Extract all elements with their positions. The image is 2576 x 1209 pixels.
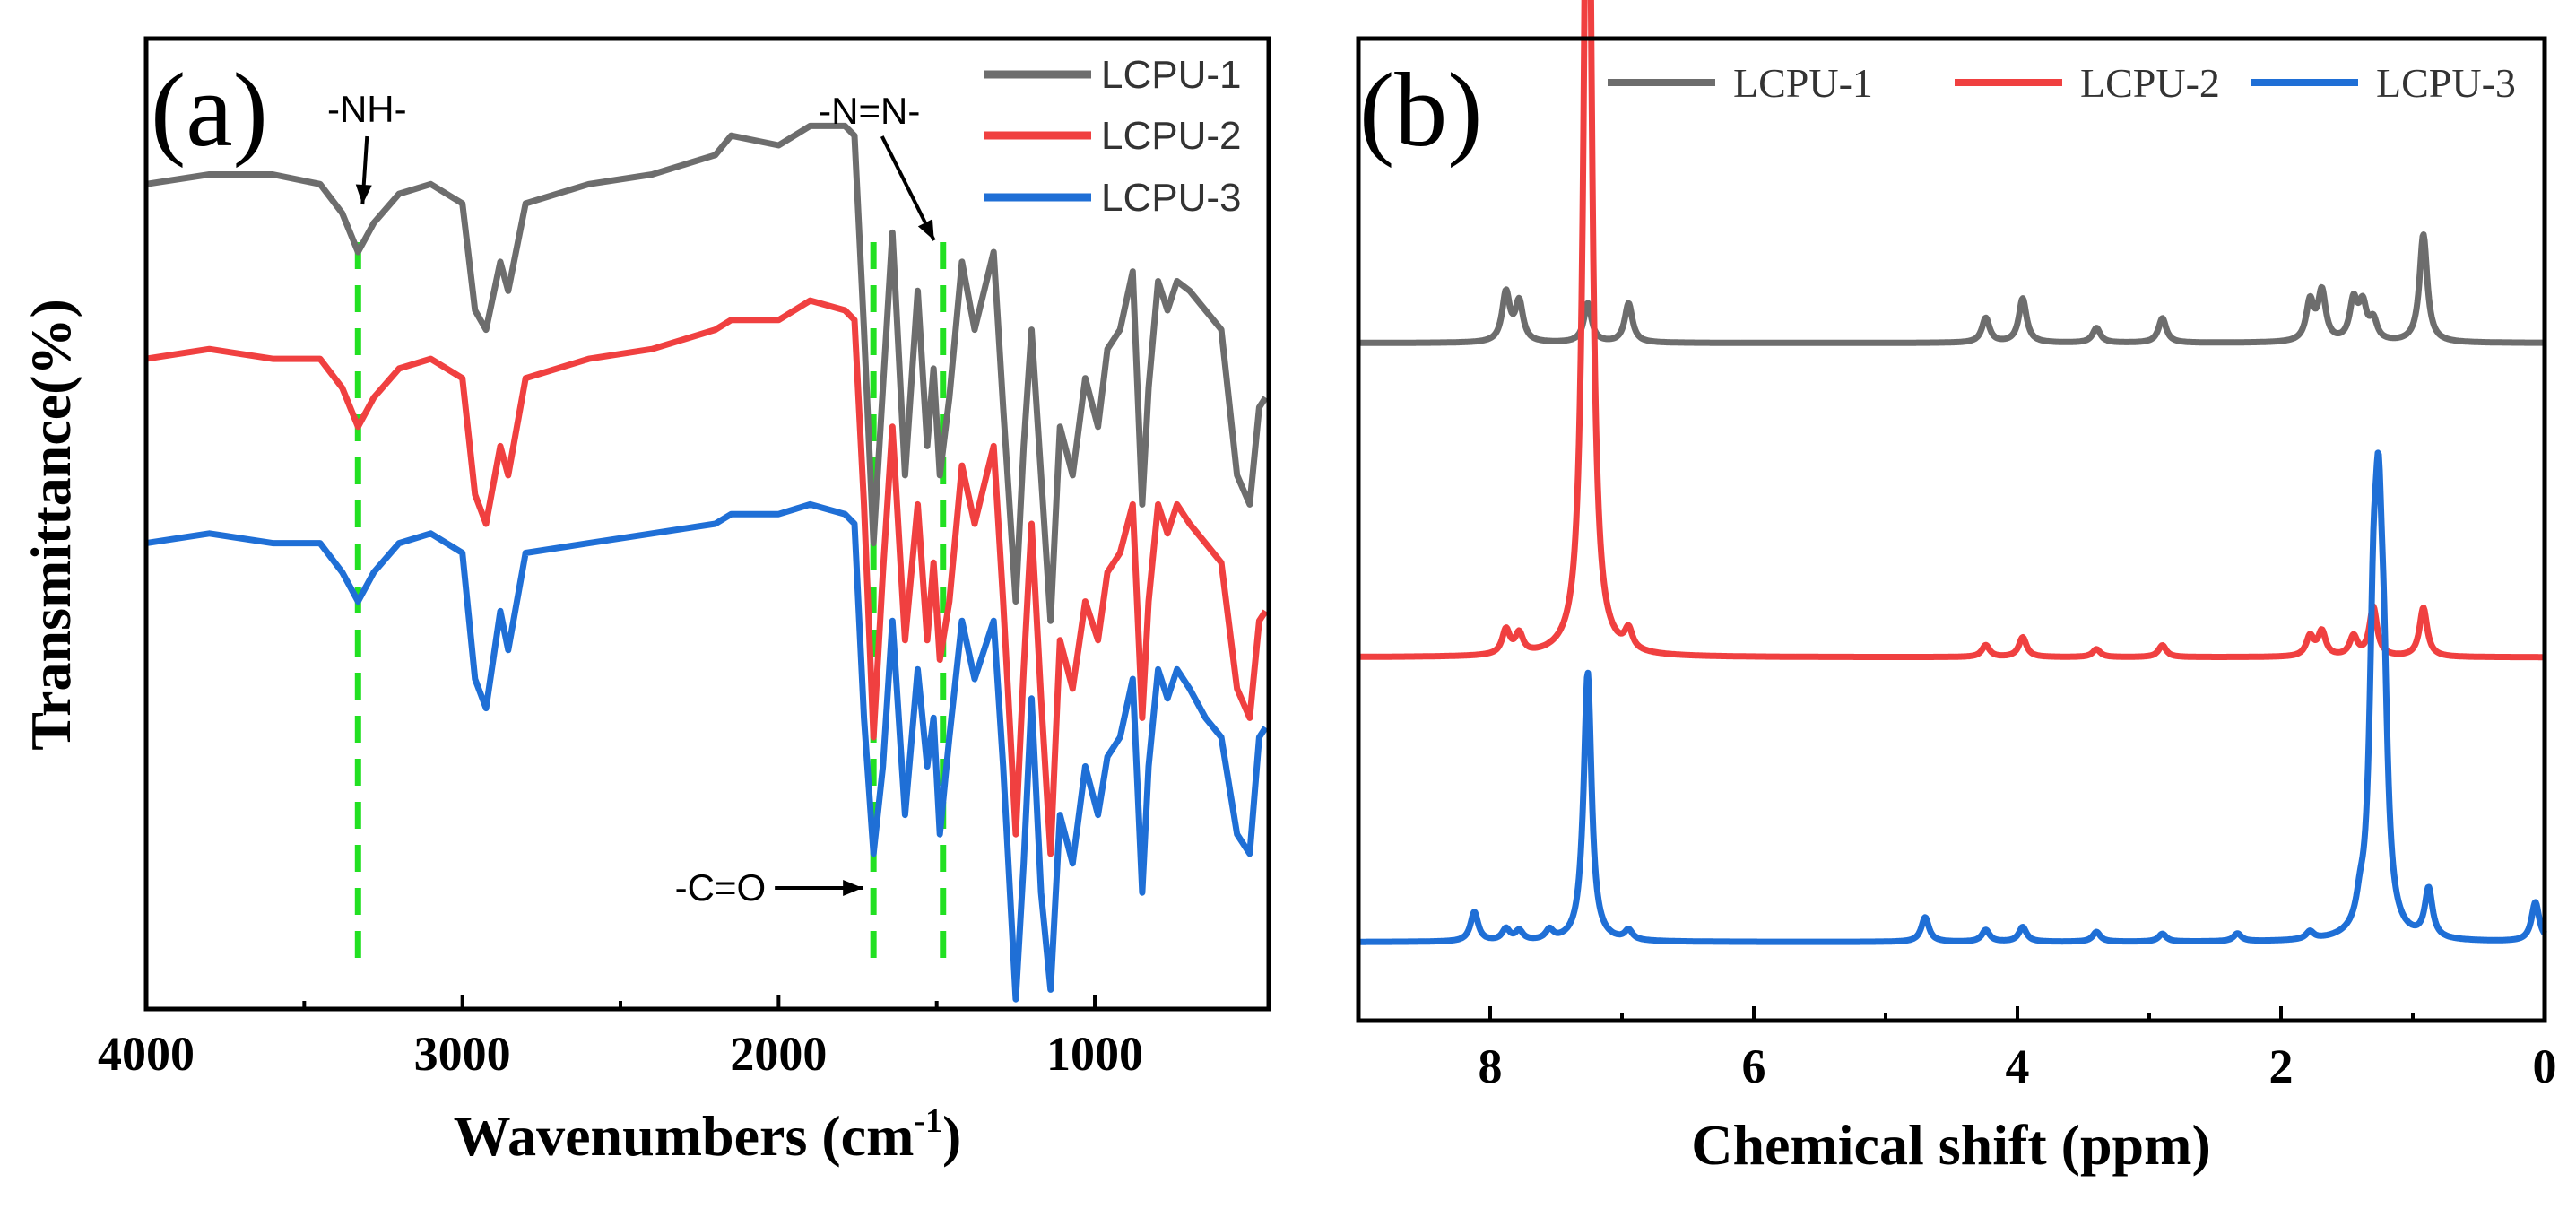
annotation-azo: -N=N- [819, 90, 920, 132]
panel-a-series-group [145, 122, 1269, 1003]
panel-a-label: (a) [151, 51, 268, 169]
x-title-a-main: Wavenumbers (cm [454, 1104, 915, 1168]
panel-a-plot-frame [143, 36, 1271, 1012]
arrow-carbonyl [775, 880, 863, 896]
x-tick-label-b-8: 8 [1479, 1039, 1503, 1093]
legend-b-label-lcpu-3: LCPU-3 [2376, 60, 2516, 106]
legend-b-label-lcpu-1: LCPU-1 [1733, 60, 1873, 106]
series-b-lcpu-1 [1356, 231, 2547, 346]
panel-a-legend: LCPU-1 LCPU-2 LCPU-3 [984, 53, 1242, 220]
x-tick-label-b-4: 4 [2006, 1039, 2030, 1093]
series-b-lcpu-2 [1356, 0, 2547, 661]
annotation-nh: -NH- [327, 88, 407, 130]
panel-b-nmr: 8 6 4 2 0 (b) LCPU-1 LCPU-2 LCPU-3 Chemical … [1356, 0, 2557, 1177]
panel-a-ftir: 4000 3000 2000 1000 (a) -NH- -N=N- -C=O LCP… [19, 36, 1271, 1168]
x-tick-label-b-6: 6 [1742, 1039, 1766, 1093]
arrow-nh [355, 135, 372, 205]
series-a-lcpu-1 [145, 122, 1269, 624]
x-tick-label-a-3000: 3000 [414, 1027, 511, 1081]
panel-a-annotation-arrows [355, 135, 936, 896]
panel-a-x-ticks: 4000 3000 2000 1000 [98, 995, 1143, 1081]
panel-b-plot-frame [1356, 36, 2547, 1023]
series-a-lcpu-3 [145, 500, 1269, 1003]
panel-b-label: (b) [1359, 51, 1483, 169]
x-title-a-end: ) [942, 1104, 961, 1168]
x-tick-label-b-0: 0 [2533, 1039, 2557, 1093]
panel-b-x-axis-title: Chemical shift (ppm) [1691, 1113, 2211, 1177]
panel-b-legend: LCPU-1 LCPU-2 LCPU-3 [1608, 60, 2516, 106]
series-a-lcpu-2 [145, 297, 1269, 857]
panel-b-x-ticks: 8 6 4 2 0 [1357, 1006, 2557, 1093]
panel-a-x-axis-title: Wavenumbers (cm-1) [454, 1102, 962, 1168]
legend-a-label-lcpu-1: LCPU-1 [1101, 53, 1242, 97]
legend-b-label-lcpu-2: LCPU-2 [2080, 60, 2220, 106]
x-tick-label-a-4000: 4000 [98, 1027, 195, 1081]
arrow-azo [880, 135, 936, 241]
legend-a-label-lcpu-2: LCPU-2 [1101, 114, 1242, 158]
legend-a-label-lcpu-3: LCPU-3 [1101, 176, 1242, 220]
panel-b-series-group [1356, 0, 2547, 945]
x-tick-label-a-2000: 2000 [730, 1027, 827, 1081]
x-tick-label-a-1000: 1000 [1046, 1027, 1143, 1081]
x-tick-label-b-2: 2 [2269, 1039, 2294, 1093]
annotation-carbonyl: -C=O [675, 866, 767, 909]
x-title-a-sup: -1 [914, 1102, 942, 1140]
panel-a-y-axis-title: Transmittance(%) [19, 299, 82, 751]
series-b-lcpu-3 [1356, 449, 2547, 945]
